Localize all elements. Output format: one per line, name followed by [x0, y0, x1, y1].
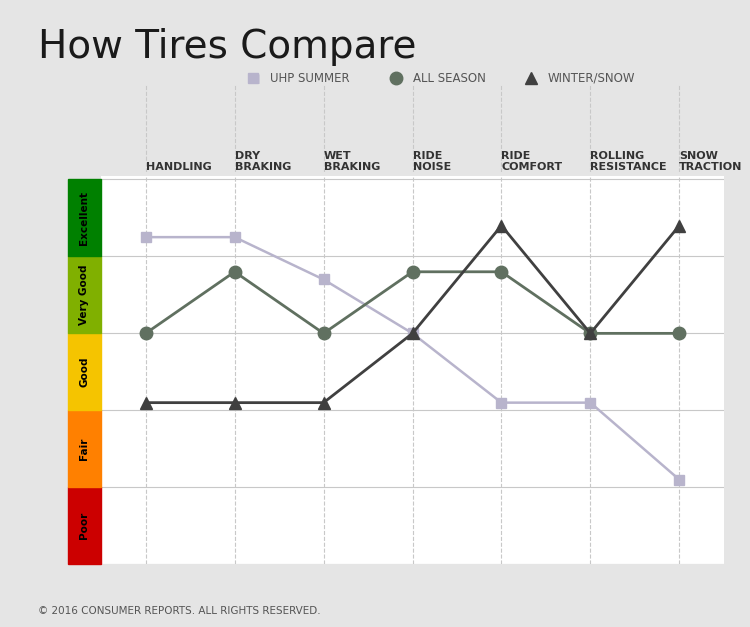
Text: WINTER/SNOW: WINTER/SNOW	[548, 72, 635, 85]
Text: Poor: Poor	[80, 512, 89, 539]
Text: Very Good: Very Good	[80, 265, 89, 325]
Text: Excellent: Excellent	[80, 191, 89, 245]
Text: Good: Good	[80, 357, 89, 387]
Text: ▪: ▪	[248, 69, 261, 88]
Bar	[68, 487, 101, 564]
Text: HANDLING: HANDLING	[146, 162, 211, 172]
Text: UHP SUMMER: UHP SUMMER	[270, 72, 350, 85]
Text: Fair: Fair	[80, 438, 89, 460]
Text: DRY
BRAKING: DRY BRAKING	[235, 151, 291, 172]
Text: SNOW
TRACTION: SNOW TRACTION	[680, 151, 742, 172]
Bar	[68, 256, 101, 334]
Text: ROLLING
RESISTANCE: ROLLING RESISTANCE	[590, 151, 667, 172]
Bar	[68, 410, 101, 487]
Text: How Tires Compare: How Tires Compare	[38, 28, 416, 66]
Text: RIDE
COMFORT: RIDE COMFORT	[502, 151, 562, 172]
Text: RIDE
NOISE: RIDE NOISE	[413, 151, 451, 172]
Bar	[68, 179, 101, 256]
Text: ALL SEASON: ALL SEASON	[413, 72, 485, 85]
Text: WET
BRAKING: WET BRAKING	[323, 151, 380, 172]
Bar	[68, 334, 101, 410]
Text: © 2016 CONSUMER REPORTS. ALL RIGHTS RESERVED.: © 2016 CONSUMER REPORTS. ALL RIGHTS RESE…	[38, 606, 320, 616]
